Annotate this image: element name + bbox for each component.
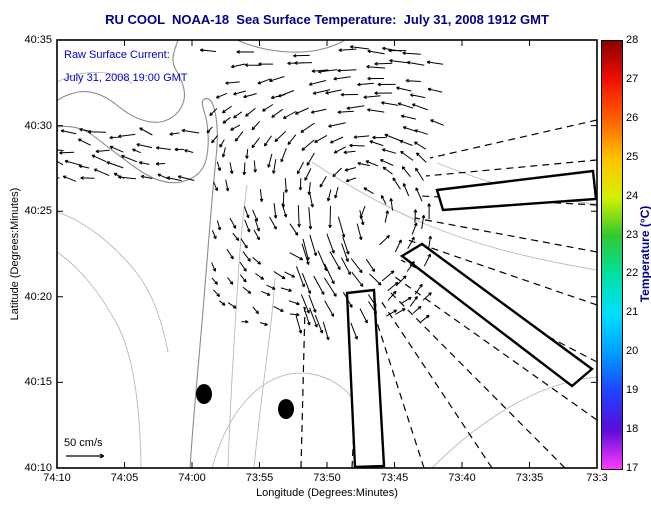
coastline-path bbox=[57, 97, 218, 468]
x-tick-label: 73:3 bbox=[586, 472, 608, 484]
colorbar-tick-label: 20 bbox=[626, 345, 639, 358]
raw-current-annotation-line2: July 31, 2008 19:00 GMT bbox=[64, 72, 188, 84]
raw-current-annotation-line1: Raw Surface Current: bbox=[64, 49, 170, 61]
colorbar-tick-label: 24 bbox=[626, 189, 639, 202]
bathymetry-contour bbox=[431, 376, 597, 468]
radar-bearing-dashed-line bbox=[429, 119, 597, 159]
y-tick-label: 40:35 bbox=[24, 34, 52, 46]
x-tick-label: 73:40 bbox=[448, 472, 476, 484]
bathymetry-contour bbox=[57, 251, 142, 468]
colorbar-tick-label: 23 bbox=[626, 228, 639, 241]
map-layers bbox=[57, 40, 597, 468]
colorbar-tick-label: 28 bbox=[626, 34, 639, 46]
colorbar-tick-label: 25 bbox=[626, 150, 639, 163]
y-tick-label: 40:25 bbox=[24, 205, 52, 218]
radar-bearing-dashed-line bbox=[380, 300, 493, 468]
station-marker bbox=[196, 384, 212, 404]
bathymetry-contour bbox=[57, 71, 133, 85]
radar-sector-outline bbox=[345, 288, 386, 468]
colorbar-tick-label: 19 bbox=[626, 384, 639, 397]
radar-bearing-dashed-line bbox=[394, 276, 597, 421]
radar-bearing-dashed-line bbox=[300, 306, 306, 468]
y-tick-label: 40:15 bbox=[24, 376, 52, 389]
current-vectors bbox=[57, 45, 444, 341]
x-tick-label: 74:10 bbox=[43, 472, 71, 484]
x-axis-label: Longitude (Degrees:Minutes) bbox=[256, 487, 398, 499]
x-tick-label: 73:35 bbox=[515, 472, 544, 484]
bathymetry-contour bbox=[227, 184, 248, 468]
scale-label: 50 cm/s bbox=[64, 437, 103, 449]
y-tick-label: 40:30 bbox=[24, 119, 52, 132]
radar-bearing-dashed-line bbox=[425, 159, 597, 177]
coastline-path bbox=[57, 40, 186, 123]
x-tick-label: 73:50 bbox=[313, 472, 341, 484]
colorbar-tick-label: 22 bbox=[626, 267, 639, 280]
figure-title: RU COOL NOAA-18 Sea Surface Temperature:… bbox=[105, 12, 549, 27]
y-tick-label: 40:20 bbox=[24, 290, 52, 303]
colorbar bbox=[601, 40, 623, 470]
plot-border bbox=[56, 39, 598, 469]
x-tick-label: 73:45 bbox=[380, 472, 409, 484]
colorbar-tick-label: 26 bbox=[626, 111, 639, 124]
x-tick-label: 74:05 bbox=[110, 472, 139, 484]
colorbar-tick-label: 21 bbox=[626, 306, 639, 319]
axis-tick-marks bbox=[56, 39, 598, 469]
x-tick-label: 74:00 bbox=[178, 472, 206, 484]
bathymetry-contour bbox=[57, 211, 169, 353]
colorbar-tick-label: 27 bbox=[626, 72, 639, 85]
y-tick-label: 40:10 bbox=[24, 462, 52, 474]
x-tick-label: 73:55 bbox=[245, 472, 274, 484]
bathymetry-contour bbox=[311, 161, 597, 271]
bathymetry-contour bbox=[253, 277, 276, 468]
colorbar-label: Temperature (°C) bbox=[638, 205, 651, 303]
scale-arrow bbox=[66, 453, 105, 459]
colorbar-tick-label: 17 bbox=[626, 462, 639, 474]
radar-sector-outline bbox=[399, 242, 594, 388]
coastline-path bbox=[236, 40, 346, 53]
colorbar-tick-label: 18 bbox=[626, 423, 639, 436]
radar-bearing-dashed-line bbox=[371, 306, 425, 468]
bathymetry-contour bbox=[211, 372, 362, 468]
radar-sector-outline bbox=[435, 169, 597, 212]
station-marker bbox=[278, 399, 294, 419]
radar-bearing-dashed-line bbox=[407, 239, 597, 306]
radar-bearing-dashed-line bbox=[414, 217, 597, 253]
radar-bearing-dashed-line bbox=[388, 290, 566, 468]
